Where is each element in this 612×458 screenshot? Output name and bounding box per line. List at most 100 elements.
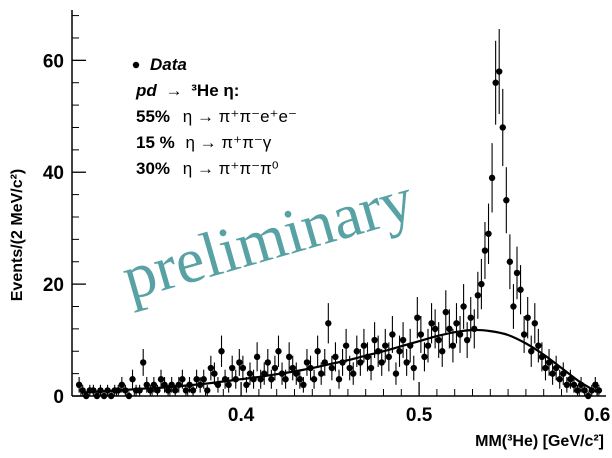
legend-marker xyxy=(132,61,140,69)
legend-reaction-arrow: → xyxy=(166,81,183,100)
data-point xyxy=(556,376,563,383)
y-tick-labels: 0 20 40 60 xyxy=(43,51,64,408)
data-point xyxy=(367,364,375,372)
preliminary-watermark: preliminary xyxy=(114,163,421,314)
data-point xyxy=(285,353,293,361)
data-point xyxy=(463,336,471,344)
legend: Data pd → ³He η: 55% η → π⁺π⁻e⁺e⁻ 15 % η… xyxy=(132,55,297,178)
legend-channel-3-decay: η → π⁺π⁻π⁰ xyxy=(183,159,279,178)
data-point xyxy=(211,370,218,377)
legend-channel-3: 30% η → π⁺π⁻π⁰ xyxy=(136,159,279,178)
data-point xyxy=(517,286,524,293)
data-point xyxy=(328,364,336,372)
legend-data-label: Data xyxy=(150,55,187,74)
data-point xyxy=(300,381,307,389)
data-point xyxy=(253,353,261,361)
data-point xyxy=(528,348,535,355)
data-point xyxy=(268,376,275,383)
data-point xyxy=(236,359,243,366)
data-point xyxy=(118,381,126,389)
data-point xyxy=(75,381,83,389)
data-point xyxy=(264,359,271,366)
data-point xyxy=(510,303,517,310)
data-point xyxy=(271,364,279,372)
data-point xyxy=(460,303,467,310)
data-point xyxy=(421,353,428,361)
legend-channel-1-pct: 55% xyxy=(136,107,170,126)
data-point xyxy=(296,376,304,383)
data-point xyxy=(318,370,325,377)
data-point xyxy=(481,247,489,254)
data-point xyxy=(549,370,556,377)
data-point xyxy=(342,342,350,349)
y-tick-label-3: 60 xyxy=(43,51,64,72)
data-point xyxy=(243,381,250,389)
x-tick-label-0: 0.4 xyxy=(228,405,255,426)
legend-channel-2-decay: η → π⁺π⁻γ xyxy=(185,133,271,152)
data-point xyxy=(382,342,389,349)
data-point xyxy=(157,376,165,383)
data-point xyxy=(439,348,446,355)
data-point xyxy=(503,197,510,204)
data-point xyxy=(414,314,421,321)
data-point xyxy=(499,124,506,131)
data-point xyxy=(506,258,514,265)
data-point xyxy=(396,348,403,355)
data-point xyxy=(378,359,385,366)
data-point xyxy=(129,376,136,383)
data-point xyxy=(581,387,588,394)
data-point xyxy=(346,364,353,372)
data-point xyxy=(150,381,158,389)
legend-channel-2-pct: 15 % xyxy=(136,133,175,152)
data-point xyxy=(207,364,215,372)
x-tick-labels: 0.4 0.5 0.6 xyxy=(228,405,610,426)
data-point xyxy=(442,308,449,316)
data-point xyxy=(453,320,460,327)
data-point xyxy=(310,376,318,383)
data-point xyxy=(335,376,343,383)
data-point xyxy=(143,381,150,389)
y-tick-label-0: 0 xyxy=(53,387,64,408)
legend-channel-2: 15 % η → π⁺π⁻γ xyxy=(136,133,272,152)
data-point xyxy=(229,364,236,372)
data-point xyxy=(563,381,571,389)
data-point xyxy=(389,331,396,338)
data-point xyxy=(200,376,207,383)
y-tick-label-1: 20 xyxy=(43,275,64,296)
data-point xyxy=(467,314,474,321)
data-point xyxy=(392,370,400,377)
data-point xyxy=(474,292,482,299)
data-point xyxy=(353,348,360,355)
data-point xyxy=(360,342,368,349)
data-point xyxy=(410,364,417,372)
data-point xyxy=(485,230,492,237)
data-point xyxy=(531,320,538,327)
data-point xyxy=(535,342,542,349)
data-point xyxy=(428,320,435,327)
data-point xyxy=(225,381,232,389)
y-tick-label-2: 40 xyxy=(43,163,64,184)
data-point xyxy=(520,331,528,338)
y-axis-title: Events/(2 MeV/c²) xyxy=(9,169,26,301)
data-point xyxy=(350,370,357,377)
data-point xyxy=(478,280,485,288)
data-point xyxy=(446,325,453,333)
data-point xyxy=(567,376,574,383)
data-point xyxy=(560,370,567,377)
data-point xyxy=(303,359,311,366)
data-point xyxy=(246,370,254,377)
data-point xyxy=(193,376,200,383)
data-point xyxy=(189,387,197,394)
x-tick-label-2: 0.6 xyxy=(584,405,610,426)
data-point xyxy=(456,331,464,338)
data-point xyxy=(399,336,407,344)
data-point xyxy=(179,376,186,383)
data-point xyxy=(357,359,364,366)
data-point xyxy=(570,381,578,389)
legend-reaction-rest: ³He η: xyxy=(191,81,239,100)
data-point xyxy=(513,269,521,277)
data-point xyxy=(140,359,147,366)
data-point xyxy=(403,359,410,366)
legend-channel-1: 55% η → π⁺π⁻e⁺e⁻ xyxy=(136,107,297,126)
